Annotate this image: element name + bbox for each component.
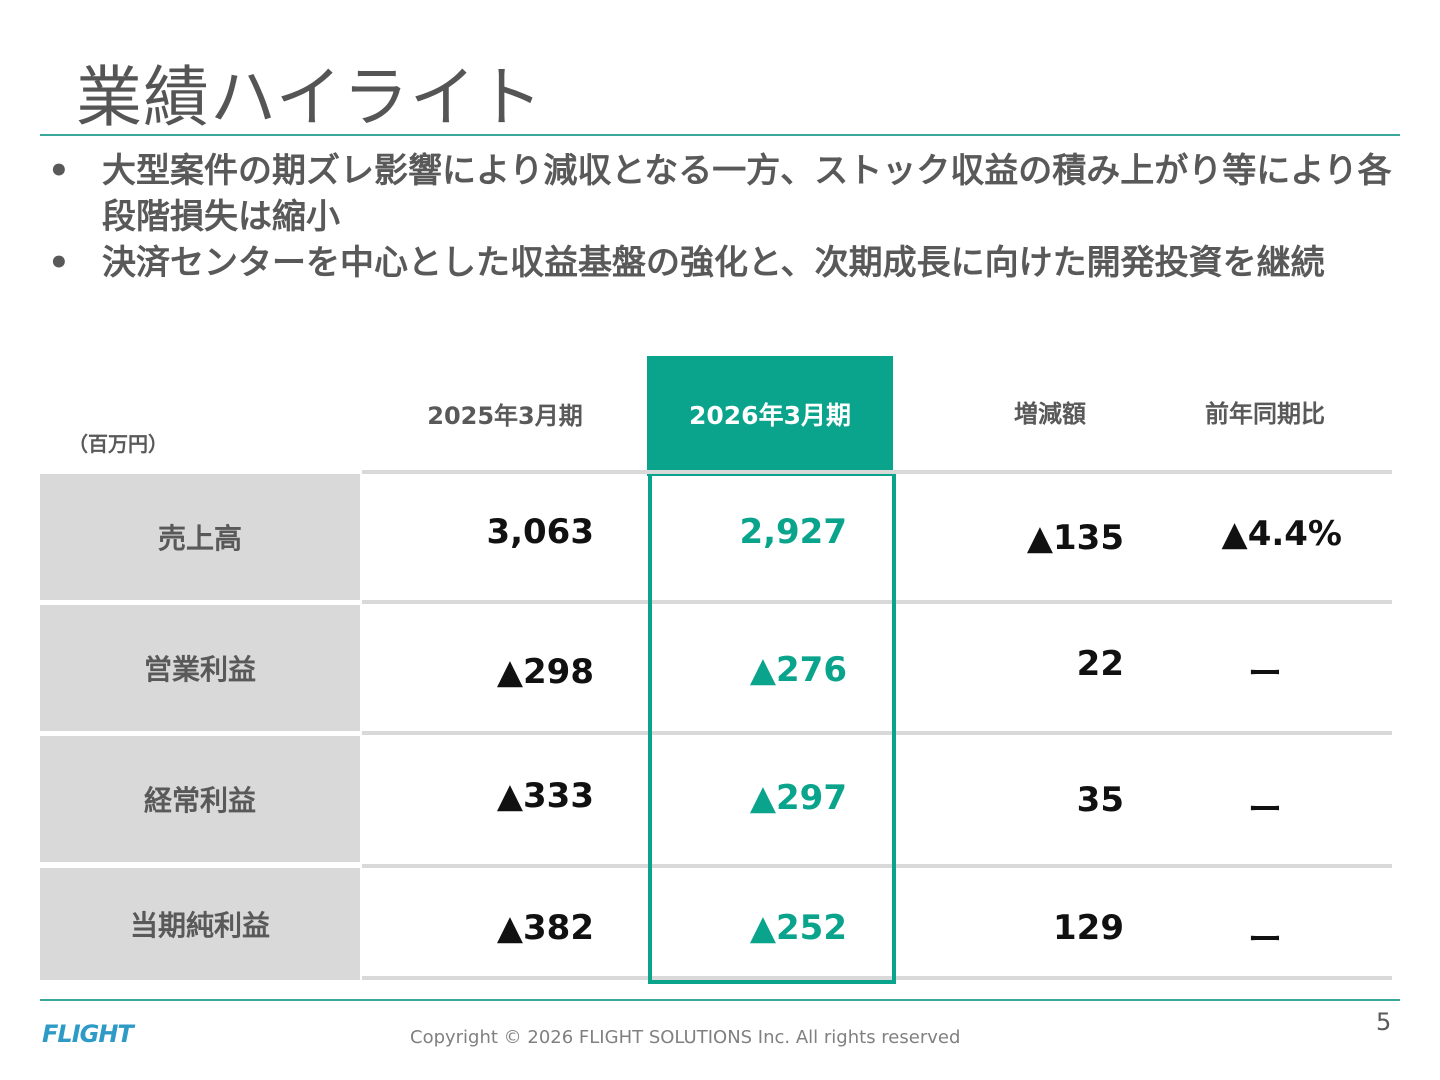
bullet-list: • 大型案件の期ズレ影響により減収となる一方、ストック収益の積み上がり等により各…	[48, 148, 1408, 286]
cell-yoy: ▲4.4%	[1221, 514, 1342, 554]
cell-curr: ▲276	[749, 650, 847, 690]
cell-prev: ▲382	[496, 908, 594, 948]
bullet-text: 決済センターを中心とした収益基盤の強化と、次期成長に向けた開発投資を継続	[102, 243, 1325, 283]
cell-yoy: ー	[1248, 920, 1282, 960]
header-diff: 増減額	[1014, 400, 1086, 428]
bullet-marker: •	[48, 151, 70, 191]
row-label-net-income: 当期純利益	[40, 868, 360, 980]
cell-prev: 3,063	[486, 512, 594, 552]
header-prev-year: 2025年3月期	[427, 402, 583, 430]
cell-curr: 2,927	[739, 512, 847, 552]
cell-diff: 22	[1076, 644, 1124, 684]
header-current-year: 2026年3月期	[647, 356, 893, 476]
row-divider	[362, 864, 1392, 868]
row-label-sales: 売上高	[40, 474, 360, 600]
title-divider	[40, 134, 1400, 136]
cell-curr: ▲297	[749, 778, 847, 818]
cell-yoy: ー	[1248, 790, 1282, 830]
cell-curr: ▲252	[749, 908, 847, 948]
page-number: 5	[1376, 1008, 1392, 1036]
bullet-item: • 決済センターを中心とした収益基盤の強化と、次期成長に向けた開発投資を継続	[48, 240, 1408, 286]
row-label-operating-income: 営業利益	[40, 605, 360, 731]
bullet-marker: •	[48, 243, 70, 283]
cell-prev: ▲333	[496, 776, 594, 816]
current-year-highlight	[648, 474, 896, 984]
header-current-year-label: 2026年3月期	[689, 401, 851, 430]
row-divider	[362, 470, 1392, 474]
unit-label: （百万円）	[68, 432, 168, 456]
footer-divider	[40, 999, 1400, 1001]
bullet-item: • 大型案件の期ズレ影響により減収となる一方、ストック収益の積み上がり等により各…	[48, 148, 1408, 240]
row-divider	[362, 600, 1392, 604]
row-label-ordinary-income: 経常利益	[40, 736, 360, 862]
cell-diff: 129	[1053, 908, 1124, 948]
cell-diff: 35	[1076, 780, 1124, 820]
bullet-text: 大型案件の期ズレ影響により減収となる一方、ストック収益の積み上がり等により各段階…	[102, 151, 1392, 237]
cell-prev: ▲298	[496, 652, 594, 692]
row-divider	[362, 976, 1392, 980]
cell-diff: ▲135	[1026, 518, 1124, 558]
copyright-text: Copyright © 2026 FLIGHT SOLUTIONS Inc. A…	[410, 1027, 961, 1048]
row-divider	[362, 731, 1392, 735]
cell-yoy: ー	[1248, 654, 1282, 694]
company-logo: FLIGHT	[42, 1020, 134, 1048]
slide-title: 業績ハイライト	[76, 59, 544, 136]
header-yoy: 前年同期比	[1205, 400, 1325, 428]
